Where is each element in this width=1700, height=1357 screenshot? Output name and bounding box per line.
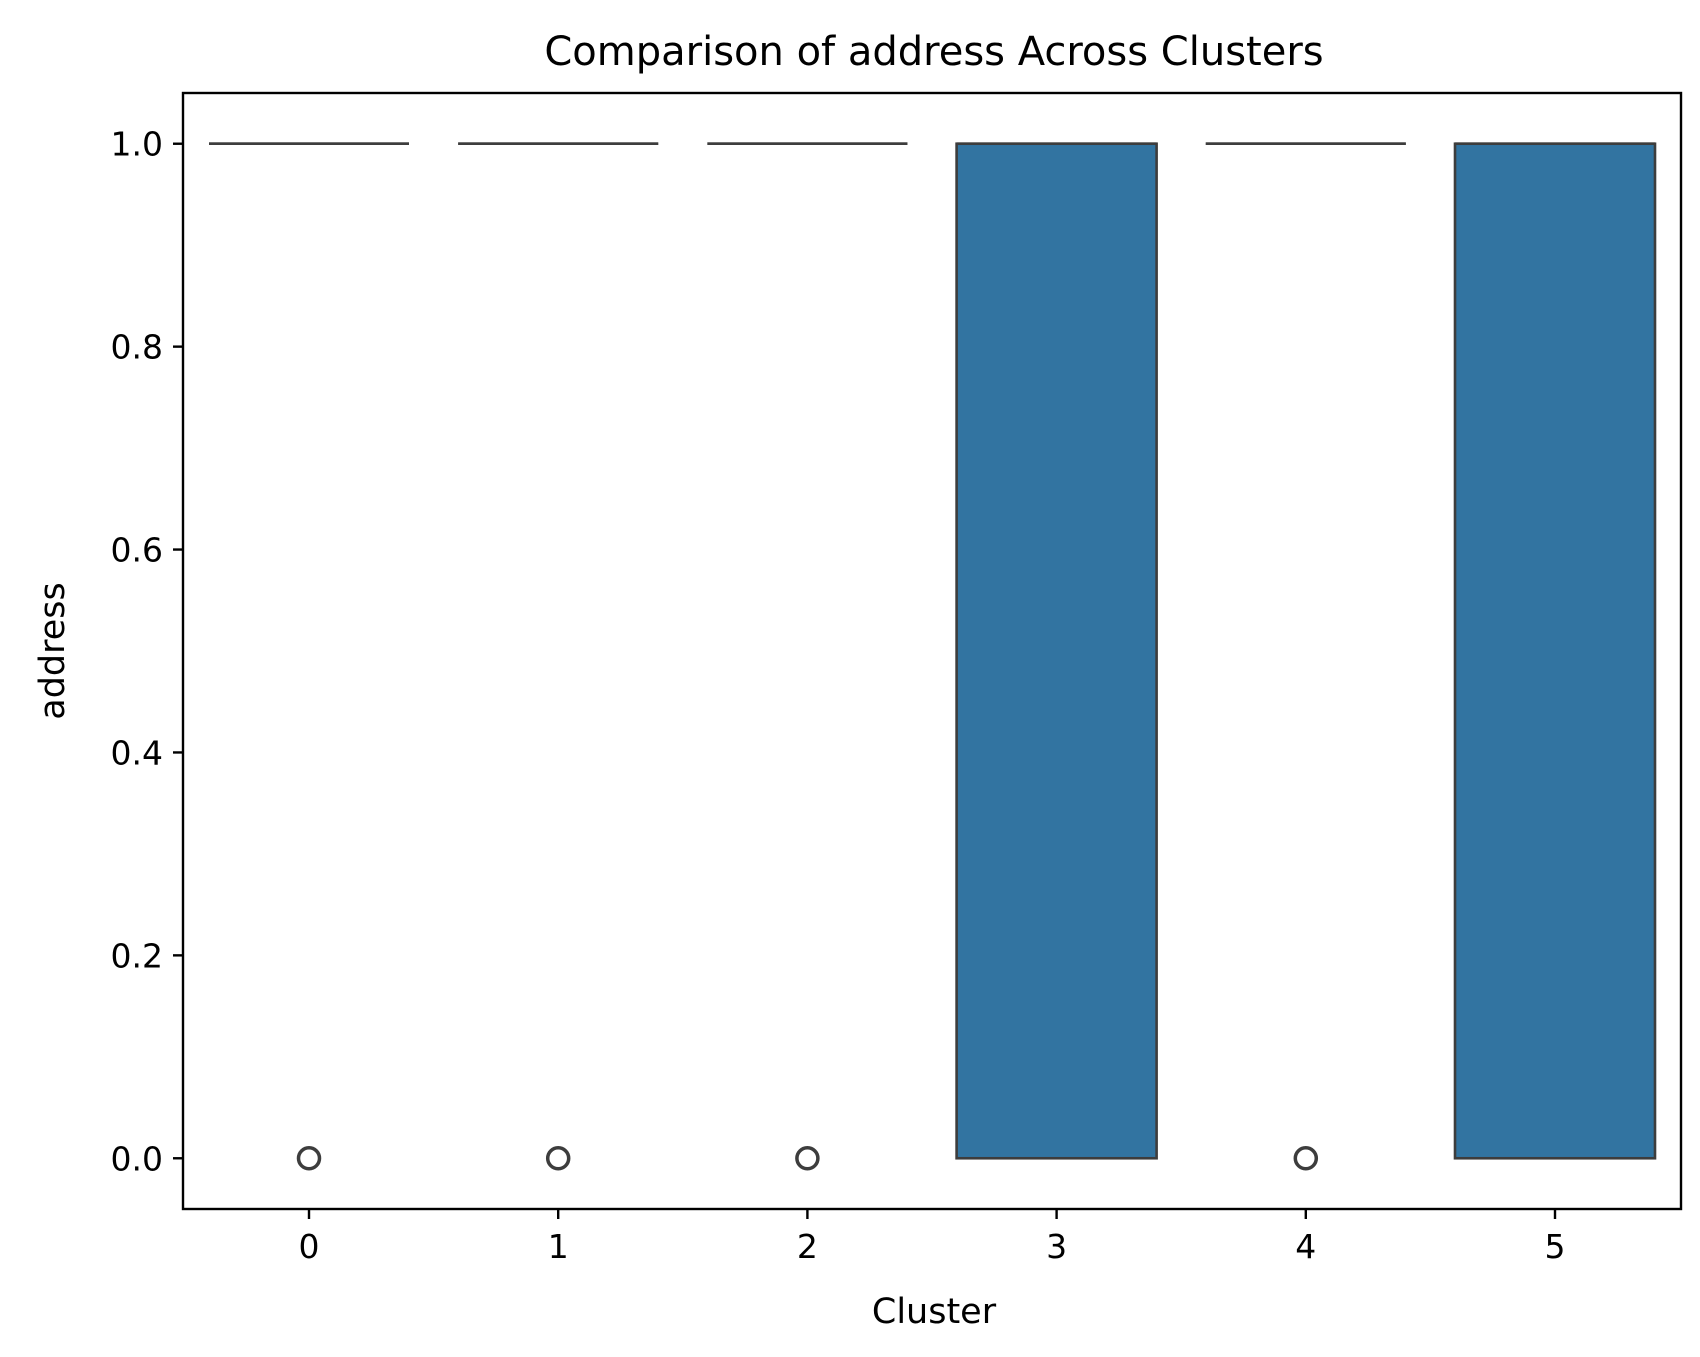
- y-tick-label: 0.0: [111, 1139, 163, 1178]
- box-body: [955, 142, 1158, 1160]
- chart-title: Comparison of address Across Clusters: [544, 29, 1323, 75]
- box-cluster-0: [209, 142, 409, 1171]
- outlier-point: [296, 1146, 322, 1171]
- y-axis-label: address: [33, 582, 73, 720]
- x-tick-label: 3: [1046, 1227, 1067, 1266]
- y-tick-label: 0.4: [111, 733, 163, 772]
- plot-content: [209, 142, 1657, 1171]
- box-cluster-4: [1205, 142, 1406, 1171]
- outlier-point: [545, 1146, 571, 1171]
- outlier-point: [795, 1146, 820, 1171]
- x-tick-label: 0: [299, 1227, 320, 1266]
- box-cluster-5: [1453, 142, 1657, 1160]
- plot-frame: [181, 91, 1683, 1211]
- box-body: [1453, 142, 1657, 1160]
- axes: 0.0 0.2 0.4 0.6 0.8 1.0 0 1 2 3 4 5: [111, 125, 1566, 1266]
- y-tick-label: 0.8: [111, 328, 163, 367]
- x-tick-label: 5: [1545, 1227, 1566, 1266]
- box-cluster-2: [707, 142, 908, 1171]
- x-tick-label: 4: [1295, 1227, 1316, 1266]
- box-cluster-1: [458, 142, 659, 1171]
- y-tick-label: 0.6: [111, 531, 163, 570]
- x-axis-label: Cluster: [872, 1292, 997, 1332]
- box-cluster-3: [955, 142, 1158, 1160]
- y-tick-label: 0.2: [111, 936, 163, 975]
- x-tick-label: 2: [797, 1227, 818, 1266]
- y-tick-label: 1.0: [111, 125, 163, 164]
- x-tick-label: 1: [548, 1227, 569, 1266]
- outlier-point: [1293, 1146, 1319, 1171]
